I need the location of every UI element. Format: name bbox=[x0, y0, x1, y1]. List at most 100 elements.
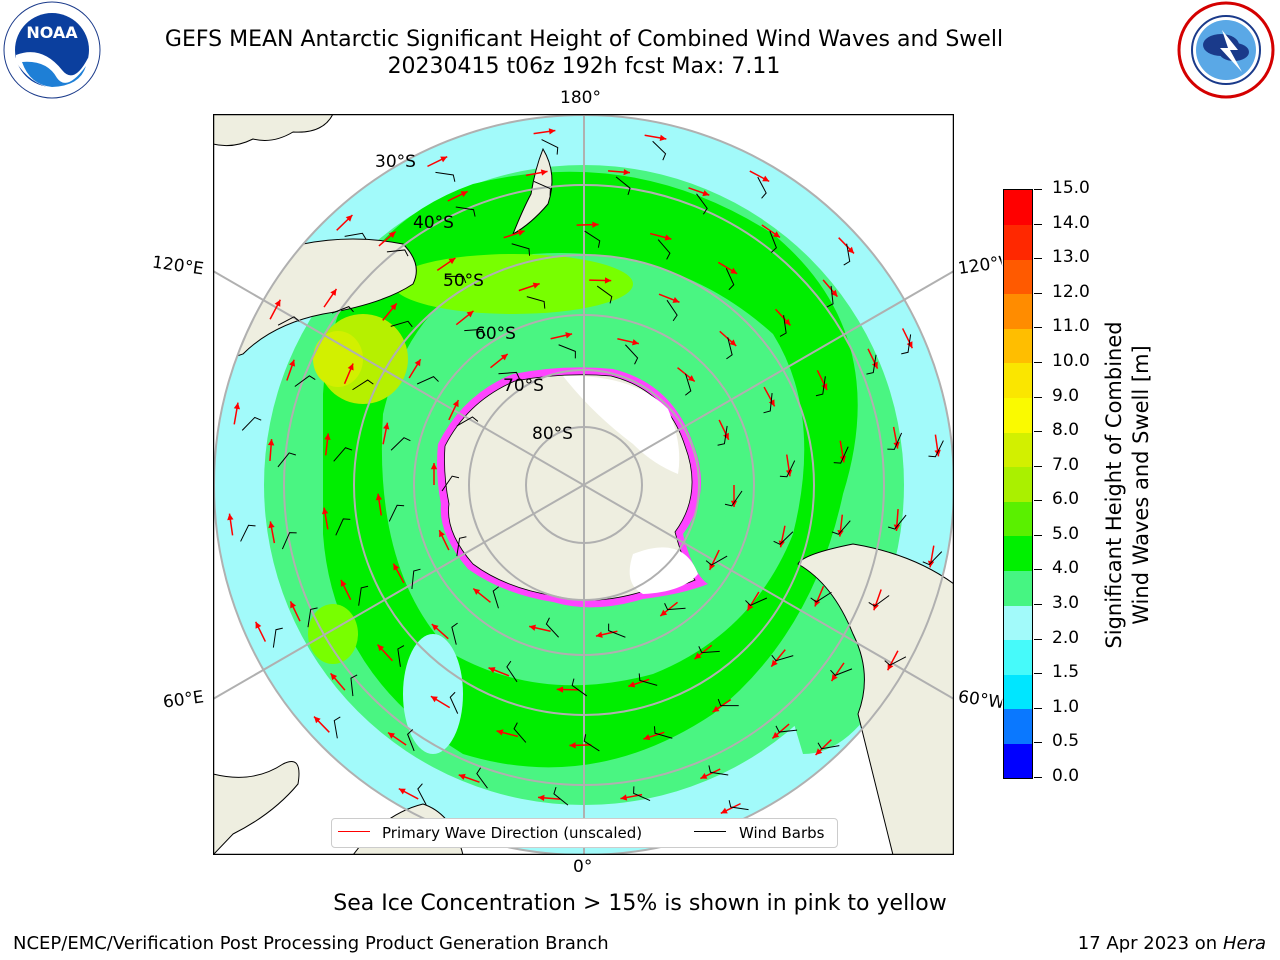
wind-barb bbox=[901, 334, 912, 355]
colorbar-tick-mark bbox=[1034, 327, 1042, 329]
wave-arrow-head bbox=[347, 363, 354, 371]
wave-arrow-head bbox=[466, 310, 474, 318]
wave-arrow-head bbox=[694, 652, 702, 660]
wind-barb bbox=[513, 722, 527, 743]
wave-arrow-head bbox=[831, 674, 838, 682]
noaa-logo: NOAA bbox=[3, 1, 101, 99]
wind-barb bbox=[333, 716, 341, 739]
colorbar-tick-mark bbox=[1034, 396, 1042, 398]
wave-arrow-head bbox=[659, 134, 667, 142]
colorbar-tick-label: 4.0 bbox=[1052, 558, 1080, 579]
wave-arrow-head bbox=[460, 191, 468, 198]
wind-barb bbox=[416, 376, 439, 385]
wind-barb bbox=[884, 656, 907, 666]
wave-arrow-head bbox=[314, 716, 321, 724]
colorbar-tick-label: 11.0 bbox=[1052, 316, 1090, 337]
wind-barb bbox=[435, 171, 456, 182]
colorbar-segment bbox=[1004, 328, 1032, 364]
wind-barb bbox=[696, 193, 708, 215]
wave-arrow-head bbox=[377, 644, 385, 652]
wind-barb bbox=[922, 551, 943, 566]
colorbar-tick-label: 9.0 bbox=[1052, 385, 1080, 406]
colorbar-tick-mark bbox=[1034, 500, 1042, 502]
wave-arrow-head bbox=[773, 231, 781, 238]
chart-title: GEFS MEAN Antarctic Significant Height o… bbox=[164, 27, 1004, 52]
wind-barb bbox=[476, 767, 488, 789]
wave-arrow-head bbox=[430, 463, 438, 470]
wind-barb bbox=[571, 678, 588, 697]
wave-arrow-head bbox=[532, 282, 540, 289]
wave-arrow-head bbox=[383, 422, 390, 430]
colorbar-segment bbox=[1004, 190, 1032, 226]
lat-label-40s: 40°S bbox=[413, 213, 454, 233]
wind-barb bbox=[664, 603, 686, 611]
wave-arrow-head bbox=[388, 231, 396, 239]
colorbar-segment bbox=[1004, 293, 1032, 329]
lon-label-0: 0° bbox=[573, 857, 593, 877]
colorbar-segment bbox=[1004, 466, 1032, 502]
colorbar-segment bbox=[1004, 432, 1032, 468]
wave-arrow-head bbox=[592, 221, 599, 228]
wind-barb bbox=[705, 555, 728, 566]
wind-barb bbox=[358, 585, 369, 606]
colorbar-tick-label: 5.0 bbox=[1052, 523, 1080, 544]
wind-barb bbox=[817, 742, 840, 750]
wave-arrow-head bbox=[815, 748, 823, 755]
wind-barb bbox=[771, 654, 794, 662]
wind-barb bbox=[335, 518, 351, 536]
wind-barb bbox=[928, 440, 944, 458]
colorbar-tick-label: 0.0 bbox=[1052, 766, 1080, 786]
colorbar-segment bbox=[1004, 570, 1032, 606]
wave-arrow-head bbox=[496, 729, 504, 736]
wave-arrow-head bbox=[604, 277, 612, 284]
wave-arrow-head bbox=[227, 513, 234, 521]
wind-barb bbox=[451, 622, 458, 645]
wind-barb bbox=[456, 416, 479, 427]
nws-logo bbox=[1177, 1, 1275, 99]
wind-barb bbox=[724, 490, 743, 507]
wave-arrow-head bbox=[830, 289, 838, 297]
colorbar-tick-mark bbox=[1034, 604, 1042, 606]
wave-arrow-head bbox=[927, 560, 935, 568]
wave-arrow-head bbox=[540, 169, 548, 176]
colorbar-tick-mark bbox=[1034, 189, 1042, 190]
wave-arrow-head bbox=[330, 673, 338, 681]
colorbar-tick-label: 7.0 bbox=[1052, 454, 1080, 475]
wave-arrow-head bbox=[569, 742, 576, 749]
colorbar-tick-label: 3.0 bbox=[1052, 593, 1080, 614]
wave-arrow-head bbox=[375, 493, 383, 501]
wave-arrow-head bbox=[431, 624, 439, 631]
wind-barb bbox=[831, 520, 851, 535]
colorbar-tick-label: 1.0 bbox=[1052, 696, 1080, 717]
wind-barb bbox=[887, 432, 903, 450]
polar-map: 30°S 40°S 50°S 60°S 70°S 80°S bbox=[213, 114, 954, 855]
wave-arrow-head bbox=[595, 631, 603, 638]
footer-credit: NCEP/EMC/Verification Post Processing Pr… bbox=[13, 933, 609, 954]
wind-barb bbox=[541, 139, 559, 155]
colorbar-tick-mark bbox=[1034, 742, 1042, 744]
wind-barb bbox=[417, 783, 427, 806]
wind-barb bbox=[272, 627, 283, 648]
wind-barb bbox=[726, 337, 733, 360]
wave-arrow-head bbox=[632, 339, 639, 346]
wind-barb bbox=[240, 524, 256, 542]
wind-barb bbox=[281, 532, 297, 550]
wind-barb bbox=[307, 607, 318, 628]
wave-arrow-head bbox=[548, 128, 556, 135]
colorbar-segment bbox=[1004, 362, 1032, 399]
wind-barb bbox=[441, 475, 460, 492]
colorbar-tick-label: 8.0 bbox=[1052, 420, 1080, 441]
wave-arrow-head bbox=[330, 288, 337, 296]
wave-arrow-head bbox=[623, 168, 630, 176]
colorbar-tick-mark bbox=[1034, 258, 1042, 260]
wave-arrow-head bbox=[267, 439, 275, 446]
wave-arrow-head bbox=[414, 359, 421, 367]
wave-arrow-head bbox=[672, 297, 680, 303]
footer-date-text: 17 Apr 2023 on bbox=[1077, 933, 1223, 954]
wind-barb bbox=[277, 452, 297, 468]
wind-barb bbox=[725, 268, 735, 291]
lon-label-180: 180° bbox=[560, 88, 601, 108]
colorbar-tick-mark bbox=[1034, 361, 1042, 363]
wind-barb bbox=[277, 316, 300, 326]
lat-label-80s: 80°S bbox=[532, 424, 573, 444]
